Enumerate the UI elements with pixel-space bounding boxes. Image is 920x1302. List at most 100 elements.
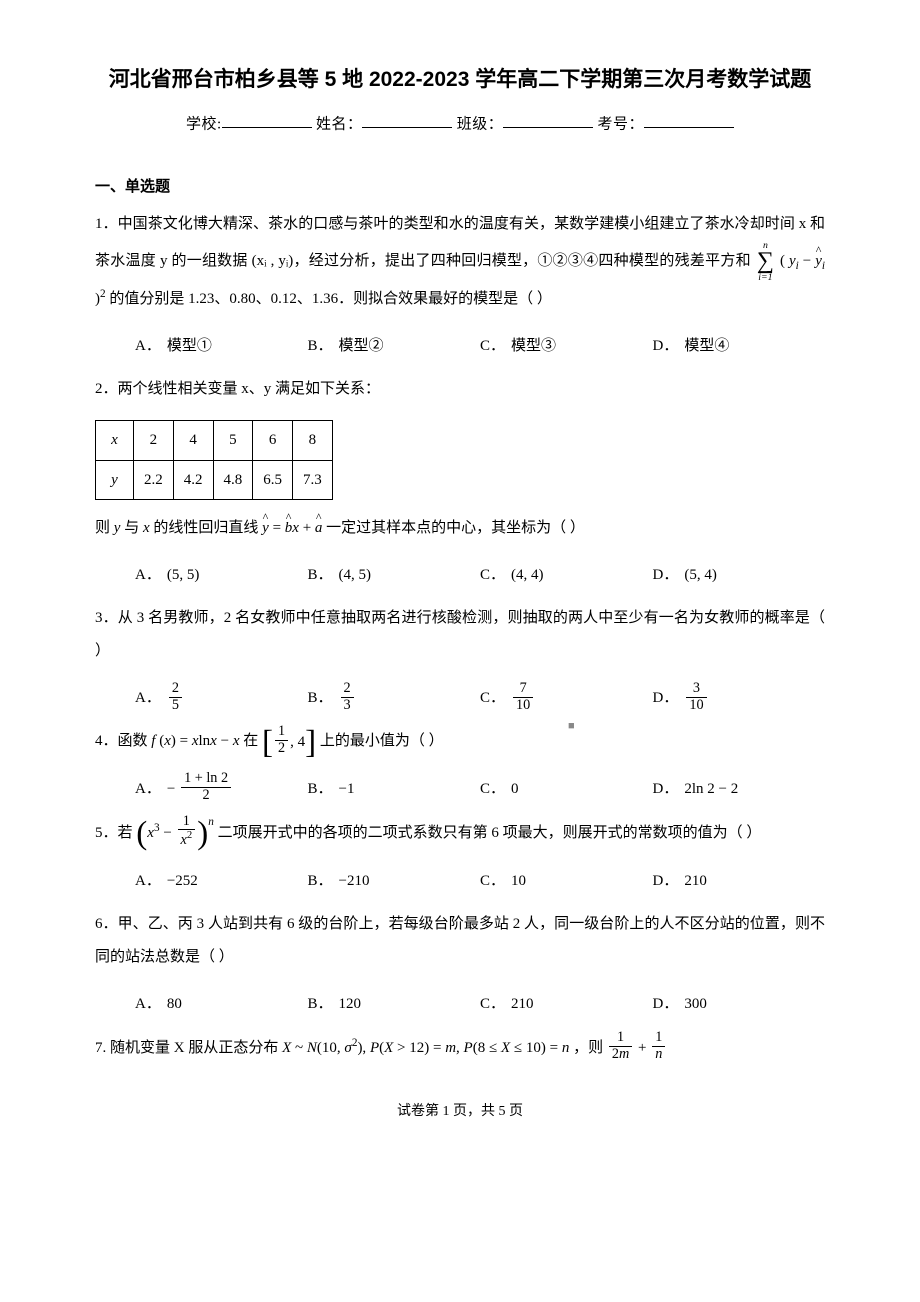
opt-label: C．	[480, 996, 505, 1012]
opt-label: A．	[135, 996, 161, 1012]
cell: 2	[134, 421, 174, 461]
cell: 4.8	[213, 460, 253, 500]
cell: 8	[293, 421, 333, 461]
question-2-tail: 则 y 与 x 的线性回归直线 y = bx + a 一定过其样本点的中心，其坐…	[95, 512, 825, 545]
cell: 6.5	[253, 460, 293, 500]
sigma-icon: ∑	[757, 251, 774, 273]
q4-b: 在	[243, 733, 262, 749]
opt-label: C．	[480, 781, 505, 797]
examno-blank	[644, 112, 734, 129]
q1-opt-d: D． 模型④	[653, 330, 826, 363]
q2-opt-d: D．(5, 4)	[653, 559, 826, 592]
sum-bot: i=1	[757, 273, 774, 283]
interval: [12, 4]	[262, 726, 316, 759]
opt-text: −210	[339, 873, 370, 889]
q6-opt-c: C．210	[480, 988, 653, 1021]
opt-label: D．	[653, 338, 679, 354]
opt-label: C．	[480, 873, 505, 889]
opt-text: 120	[339, 996, 362, 1012]
opt-text: 模型①	[167, 338, 212, 354]
q1-opt-b: B． 模型②	[308, 330, 481, 363]
q7-a: 7. 随机变量 X 服从正态分布	[95, 1040, 282, 1056]
q4-func: f (x) = xlnx − x	[151, 733, 239, 749]
q7-frac1: 12m	[609, 1030, 632, 1062]
q2-opt-b: B． (4, 5)	[308, 559, 481, 592]
q3-options: A．25 B．23 C．710 D．310	[135, 682, 825, 715]
opt-label: D．	[653, 567, 679, 583]
sum-symbol: n ∑ i=1	[757, 241, 774, 282]
opt-label: D．	[653, 690, 679, 706]
class-label: 班级：	[457, 116, 504, 132]
table-row: x 2 4 5 6 8	[96, 421, 333, 461]
question-6: 6．甲、乙、丙 3 人站到共有 6 级的台阶上，若每级台阶最多站 2 人，同一级…	[95, 908, 825, 974]
page-footer: 试卷第 1 页，共 5 页	[95, 1101, 825, 1122]
opt-label: B．	[308, 567, 333, 583]
opt-label: C．	[480, 567, 505, 583]
opt-text: 210	[684, 873, 707, 889]
q7-frac2: 1n	[652, 1030, 665, 1062]
q3-opt-c: C． 710	[480, 682, 653, 715]
q7-b: ，则	[573, 1040, 607, 1056]
opt-label: B．	[308, 338, 333, 354]
q4-opt-d: D．2ln 2 − 2	[653, 773, 826, 806]
q2-options: A．(5, 5) B．(4, 5) C．(4, 4) D．(5, 4)	[135, 559, 825, 592]
cell: 7.3	[293, 460, 333, 500]
opt-text: 0	[511, 781, 519, 797]
opt-text: (4, 5)	[339, 567, 372, 583]
opt-label: C．	[480, 690, 505, 706]
q4-opt-b: B． −1	[308, 773, 481, 806]
q6-opt-b: B． 120	[308, 988, 481, 1021]
q5-b: 二项展开式中的各项的二项式系数只有第 6 项最大，则展开式的常数项的值为（ ）	[218, 825, 762, 841]
q5-opt-c: C．10	[480, 865, 653, 898]
q2-opt-c: C．(4, 4)	[480, 559, 653, 592]
opt-label: A．	[135, 338, 161, 354]
question-7: 7. 随机变量 X 服从正态分布 X ~ N(10, σ2), P(X > 12…	[95, 1031, 825, 1065]
q5-opt-d: D．210	[653, 865, 826, 898]
q1-opt-a: A． 模型①	[135, 330, 308, 363]
school-blank	[222, 112, 312, 129]
class-blank	[503, 112, 593, 129]
cell: 5	[213, 421, 253, 461]
q1-text-b: 的值分别是 1.23、0.80、0.12、1.36．则拟合效果最好的模型是（ ）	[109, 291, 552, 307]
opt-label: D．	[653, 781, 679, 797]
question-3: 3．从 3 名男教师，2 名女教师中任意抽取两名进行核酸检测，则抽取的两人中至少…	[95, 602, 825, 668]
cell: 4	[173, 421, 213, 461]
q5-opt-b: B．−210	[308, 865, 481, 898]
opt-label: C．	[480, 338, 505, 354]
cell: 2.2	[134, 460, 174, 500]
q4-opt-a: A．− 1 + ln 22	[135, 773, 308, 806]
q1-opt-c: C． 模型③	[480, 330, 653, 363]
cell: 4.2	[173, 460, 213, 500]
opt-label: D．	[653, 996, 679, 1012]
opt-text: −1	[339, 781, 355, 797]
fraction: 23	[341, 681, 354, 713]
opt-text: 80	[167, 996, 182, 1012]
opt-text: 模型④	[684, 338, 729, 354]
opt-text: 模型②	[339, 338, 384, 354]
fraction: 310	[686, 681, 706, 713]
opt-text: 模型③	[511, 338, 556, 354]
opt-label: B．	[308, 781, 333, 797]
interval-right: , 4	[290, 734, 305, 750]
q6-options: A．80 B．120 C．210 D．300	[135, 988, 825, 1021]
q4-options: A．− 1 + ln 22 B． −1 C． 0 D．2ln 2 − 2	[135, 773, 825, 806]
cell: 6	[253, 421, 293, 461]
q3-opt-d: D． 310	[653, 682, 826, 715]
q6-opt-a: A． 80	[135, 988, 308, 1021]
q7-plus: +	[638, 1040, 650, 1056]
q5-expr: (x3 − 1x2)	[136, 816, 208, 851]
opt-label: B．	[308, 996, 333, 1012]
opt-label: A．	[135, 567, 161, 583]
q3-opt-b: B．23	[308, 682, 481, 715]
fraction: 710	[513, 681, 533, 713]
q4-c: 上的最小值为（ ）	[320, 733, 444, 749]
q4-a: 4．函数	[95, 733, 151, 749]
opt-label: A．	[135, 781, 161, 797]
question-2-stem: 2．两个线性相关变量 x、y 满足如下关系：	[95, 373, 825, 406]
fraction: 25	[169, 681, 182, 713]
name-label: 姓名：	[316, 116, 363, 132]
question-1: 1．中国茶文化博大精深、茶水的口感与茶叶的类型和水的温度有关，某数学建模小组建立…	[95, 208, 825, 316]
q5-options: A．−252 B．−210 C．10 D．210	[135, 865, 825, 898]
question-5: 5．若 (x3 − 1x2) n 二项展开式中的各项的二项式系数只有第 6 项最…	[95, 816, 825, 851]
row-label: x	[96, 421, 134, 461]
